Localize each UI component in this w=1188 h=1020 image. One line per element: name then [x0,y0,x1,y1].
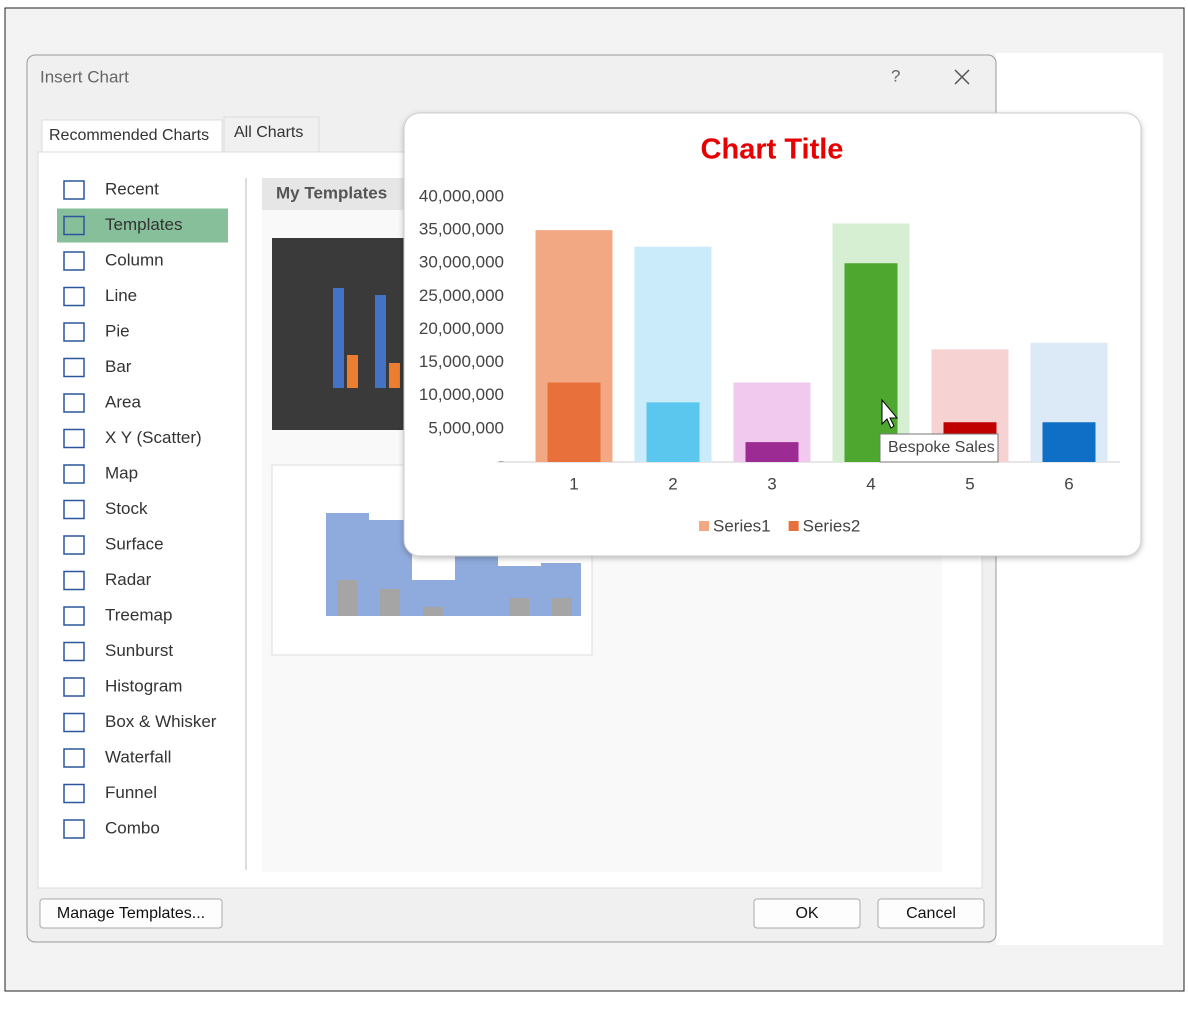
chart-type-icon[interactable] [63,677,85,697]
tab[interactable] [223,116,320,153]
cursor [881,398,899,429]
chart-type-icon[interactable] [63,322,85,342]
chart-type-item[interactable]: Histogram [105,676,182,695]
chart-type-icon[interactable] [63,215,85,236]
chart-type-item[interactable]: Line [105,286,137,305]
chart-type-icon[interactable] [63,712,85,733]
legend-swatch [699,521,709,531]
y-tick-label: 15,000,000 [419,352,504,371]
cancel-button[interactable]: Cancel [906,905,956,922]
chart-type-item[interactable]: Templates [105,215,182,234]
tab-label[interactable]: Recommended Charts [49,127,209,144]
bar [547,382,601,462]
chart-type-icon[interactable] [63,357,85,378]
chart-type-item[interactable]: Sunburst [105,641,173,660]
legend-label: Series1 [713,516,771,535]
y-tick-label: - [498,451,504,470]
chart-type-icon[interactable] [63,819,85,839]
manage-templates-button[interactable]: Manage Templates... [57,905,205,922]
chart-type-icon[interactable] [63,783,85,804]
help-button[interactable]: ? [891,66,900,85]
chart-type-icon[interactable] [63,570,85,591]
chart-type-item[interactable]: Column [105,250,164,269]
chart-title: Chart Title [701,134,844,166]
chart-type-item[interactable]: Waterfall [105,747,171,766]
y-tick-label: 30,000,000 [419,253,504,272]
tooltip-box [879,433,999,463]
selection-highlight [57,208,228,243]
chart-type-item[interactable]: Radar [105,570,152,589]
x-tick-label: 2 [668,474,677,493]
y-tick-label: 20,000,000 [419,319,504,338]
legend-swatch [788,521,799,531]
y-tick-label: 40,000,000 [419,186,504,205]
close-button[interactable] [954,69,970,85]
chart-type-item[interactable]: Funnel [105,783,157,802]
chart-type-item[interactable]: Map [105,463,138,482]
chart-type-item[interactable]: Recent [105,179,159,198]
chart-type-icon[interactable] [63,251,85,271]
chart-type-icon[interactable] [63,748,85,768]
y-tick-label: 10,000,000 [419,385,504,404]
tooltip: Bespoke Sales [888,439,995,456]
tab-label[interactable]: All Charts [234,124,303,141]
x-tick-label: 5 [965,474,974,493]
chart-type-item[interactable]: Stock [105,499,148,518]
chart-type-item[interactable]: Combo [105,818,160,837]
x-tick-label: 3 [767,474,776,493]
chart-type-icon[interactable] [63,606,85,626]
chart-type-item[interactable]: Pie [105,321,130,340]
chart-type-item[interactable]: Box & Whisker [105,712,217,731]
button[interactable] [877,898,985,929]
bar [1042,422,1096,462]
chart-type-icon[interactable] [63,464,85,484]
bar [646,402,700,462]
chart-type-icon[interactable] [63,535,85,555]
chart-type-icon[interactable] [63,499,85,520]
chart-type-item[interactable]: X Y (Scatter) [105,428,202,447]
chart-type-icon[interactable] [63,428,85,449]
bar [844,263,898,462]
button[interactable] [39,898,223,929]
chart-type-item[interactable]: Area [105,392,141,411]
chart-type-item[interactable]: Bar [105,357,132,376]
chart-type-list: Recent Templates Column Line Pie Bar Area X Y (… [57,179,228,839]
chart-type-item[interactable]: Treemap [105,605,172,624]
y-tick-label: 35,000,000 [419,220,504,239]
chart-type-icon[interactable] [63,286,85,307]
chart-type-icon[interactable] [63,641,85,662]
dialog-title: Insert Chart [40,67,129,86]
section-header [262,178,404,210]
x-tick-label: 1 [569,474,578,493]
template-thumbnail[interactable] [272,238,412,430]
section-title: My Templates [276,183,387,202]
bar [745,442,799,462]
chart-type-icon[interactable] [63,180,85,200]
ok-button[interactable]: OK [795,905,818,922]
button[interactable] [753,898,861,929]
x-tick-label: 4 [866,474,875,493]
y-tick-label: 5,000,000 [428,418,504,437]
chart: - 5,000,000 10,000,000 15,000,000 20,000,000… [419,186,1120,535]
chart-type-icon[interactable] [63,393,85,413]
tab[interactable] [41,119,223,153]
legend-label: Series2 [803,516,861,535]
x-tick-label: 6 [1064,474,1073,493]
chart-type-item[interactable]: Surface [105,534,164,553]
y-tick-label: 25,000,000 [419,286,504,305]
